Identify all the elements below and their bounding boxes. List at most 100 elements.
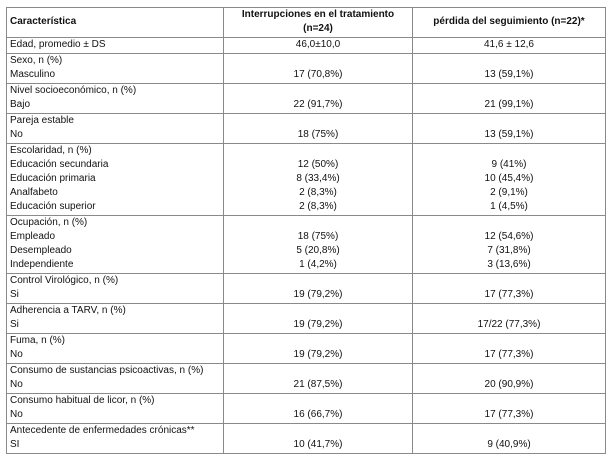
spacer [416, 274, 602, 288]
spacer [416, 216, 602, 230]
cell: Control Virológico, n (%) Si [6, 273, 224, 304]
row-value: 9 (40,9%) [487, 439, 531, 450]
cell: Escolaridad, n (%) Educación secundaria Ed… [6, 143, 224, 216]
cell: Ocupación, n (%) Empleado Desempleado Indep… [6, 215, 224, 274]
header-cell: Interrupciones en el tratamiento (n=24) [223, 7, 413, 38]
row-value: 1 (4,2%) [299, 259, 337, 270]
spacer [416, 334, 602, 348]
group-row: Fuma, n (%) No 19 (79,2%) 17 (77,3%) [6, 333, 606, 364]
spacer [416, 424, 602, 438]
group-row: Ocupación, n (%) Empleado Desempleado Indep… [6, 215, 606, 274]
group-label: Nivel socioeconómico, n (%) [10, 85, 137, 96]
row-value: 19 (79,2%) [293, 289, 343, 300]
row-value: 3 (13,6%) [487, 259, 531, 270]
row-label: Educación primaria [10, 173, 96, 184]
row-label: Masculino [10, 69, 56, 80]
group-row: Consumo habitual de licor, n (%) No 16 (66… [6, 393, 606, 424]
group-label: Fuma, n (%) [10, 335, 66, 346]
row-label: Educación secundaria [10, 159, 109, 170]
cell: Nivel socioeconómico, n (%) Bajo [6, 83, 224, 114]
spacer [227, 54, 409, 68]
spacer [227, 304, 409, 318]
row-value: 12 (54,6%) [484, 231, 534, 242]
row-value: 17 (77,3%) [484, 349, 534, 360]
group-label: Adherencia a TARV, n (%) [10, 305, 126, 316]
spacer [227, 364, 409, 378]
group-label: Pareja estable [10, 115, 74, 126]
cell: 9 (40,9%) [412, 423, 606, 454]
cell: 46,0±10,0 [223, 37, 413, 54]
spacer [416, 304, 602, 318]
row-label: Si [10, 289, 19, 300]
cell: Consumo de sustancias psicoactivas, n (%… [6, 363, 224, 394]
row-value: 19 (79,2%) [293, 319, 343, 330]
row-value: 9 (41%) [491, 159, 527, 170]
group-label: Sexo, n (%) [10, 55, 63, 66]
cell: 20 (90,9%) [412, 363, 606, 394]
row-value: 17 (77,3%) [484, 409, 534, 420]
group-row: Control Virológico, n (%) Si 19 (79,2%) 17 … [6, 273, 606, 304]
cell: 17 (77,3%) [412, 393, 606, 424]
row-label: Bajo [10, 99, 31, 110]
spacer [416, 84, 602, 98]
group-row: Edad, promedio ± DS 46,0±10,0 41,6 ± 12,6 [6, 37, 606, 54]
cell: 19 (79,2%) [223, 273, 413, 304]
header-row: Característica Interrupciones en el trat… [6, 7, 606, 38]
group-row: Consumo de sustancias psicoactivas, n (%… [6, 363, 606, 394]
spacer [416, 114, 602, 128]
group-row: Nivel socioeconómico, n (%) Bajo 22 (91,7%… [6, 83, 606, 114]
group-row: Pareja estable No 18 (75%) 13 (59,1%) [6, 113, 606, 144]
row-label: No [10, 409, 23, 420]
group-row: Adherencia a TARV, n (%) Si 19 (79,2%) 17/2… [6, 303, 606, 334]
cell: 22 (91,7%) [223, 83, 413, 114]
row-label: Edad, promedio ± DS [10, 39, 106, 50]
row-value: 5 (20,8%) [296, 245, 340, 256]
cell: 18 (75%) 5 (20,8%) 1 (4,2%) [223, 215, 413, 274]
row-value: 10 (45,4%) [484, 173, 534, 184]
row-label: No [10, 379, 23, 390]
page: Característica Interrupciones en el trat… [6, 7, 606, 454]
row-value: 18 (75%) [297, 129, 339, 140]
row-value: 22 (91,7%) [293, 99, 343, 110]
spacer [416, 394, 602, 408]
group-row: Escolaridad, n (%) Educación secundaria Ed… [6, 143, 606, 216]
row-value: 46,0±10,0 [295, 39, 341, 50]
cell: 19 (79,2%) [223, 333, 413, 364]
row-value: 41,6 ± 12,6 [484, 39, 534, 50]
spacer [227, 114, 409, 128]
header-cell: Característica [6, 7, 224, 38]
row-value: 2 (9,1%) [490, 187, 528, 198]
row-value: 8 (33,4%) [296, 173, 340, 184]
spacer [416, 144, 602, 158]
cell: 21 (99,1%) [412, 83, 606, 114]
group-label: Ocupación, n (%) [10, 217, 88, 228]
row-value: 2 (8,3%) [299, 187, 337, 198]
cell: Antecedente de enfermedades crónicas** SI [6, 423, 224, 454]
group-label: Escolaridad, n (%) [10, 145, 92, 156]
cell: 17 (70,8%) [223, 53, 413, 84]
row-label: No [10, 349, 23, 360]
cell: 18 (75%) [223, 113, 413, 144]
row-label: Si [10, 319, 19, 330]
cell: 17 (77,3%) [412, 333, 606, 364]
row-value: 13 (59,1%) [484, 129, 534, 140]
cell: 13 (59,1%) [412, 113, 606, 144]
row-value: 1 (4,5%) [490, 201, 528, 212]
spacer [227, 334, 409, 348]
row-value: 17/22 (77,3%) [477, 319, 541, 330]
cell: 17/22 (77,3%) [412, 303, 606, 334]
row-label: Desempleado [10, 245, 72, 256]
row-value: 7 (31,8%) [487, 245, 531, 256]
spacer [227, 274, 409, 288]
group-label: Control Virológico, n (%) [10, 275, 119, 286]
row-value: 12 (50%) [297, 159, 339, 170]
row-value: 20 (90,9%) [484, 379, 534, 390]
cell: 21 (87,5%) [223, 363, 413, 394]
spacer [416, 54, 602, 68]
header-cell: pérdida del seguimiento (n=22)* [412, 7, 606, 38]
cell: Pareja estable No [6, 113, 224, 144]
row-value: 2 (8,3%) [299, 201, 337, 212]
group-row: Antecedente de enfermedades crónicas** SI… [6, 423, 606, 454]
row-label: SI [10, 439, 20, 450]
spacer [227, 216, 409, 230]
